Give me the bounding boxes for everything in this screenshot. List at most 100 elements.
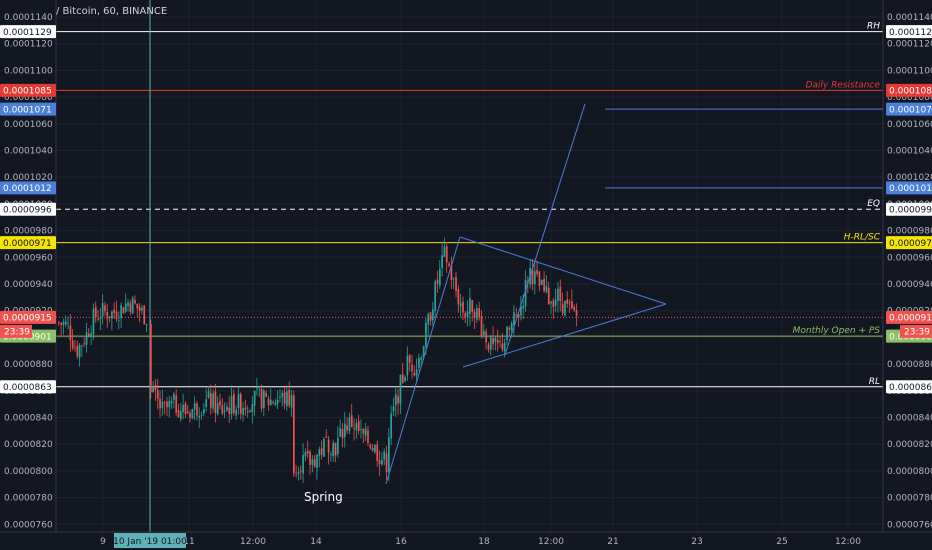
candle-body [131, 297, 134, 314]
level-price-text: 0.0000971 [889, 239, 932, 249]
candle-body [92, 308, 95, 335]
candle-body [115, 311, 118, 320]
candle-body [297, 472, 300, 474]
candle-body [83, 343, 86, 345]
candle-body [260, 388, 263, 409]
candle-body [138, 306, 141, 312]
level-name: EQ [867, 199, 880, 209]
candle-body [385, 453, 388, 473]
candle-body [434, 281, 437, 312]
candle-body [111, 311, 113, 319]
candle-body [228, 407, 231, 414]
candle-body [337, 437, 339, 455]
candle-body [313, 459, 316, 467]
candle-body [418, 357, 420, 368]
candle-body [480, 316, 483, 336]
candle-body [136, 303, 139, 309]
candle-body [163, 401, 166, 403]
candle-body [318, 449, 321, 456]
candle-body [309, 451, 311, 466]
y-tick-label: 0.0001140 [887, 13, 932, 23]
candles [58, 237, 578, 484]
level-price-tag [0, 202, 56, 216]
candle-body [74, 347, 76, 349]
candle-body [203, 409, 205, 414]
candle-body [343, 423, 346, 437]
y-tick-label: 0.0001040 [4, 147, 53, 157]
candle-body [353, 428, 355, 429]
level-name: Daily Resistance [805, 80, 880, 90]
y-tick-label: 0.0000840 [4, 414, 53, 424]
level-price-tag [0, 380, 56, 394]
candle-body [302, 454, 304, 474]
candle-body [399, 374, 402, 405]
candle-body [573, 307, 576, 311]
level-price-tag [886, 236, 932, 250]
right-price-axis[interactable]: 0.0000760 0.0000780 0.0000800 0.0000820 0.00… [882, 0, 932, 532]
candle-body [251, 403, 254, 413]
candle-body [205, 399, 208, 407]
candle-body [219, 400, 221, 406]
candle-body [299, 470, 302, 472]
candle-body [316, 454, 318, 468]
candle-body [339, 428, 342, 437]
candle-body [362, 428, 365, 434]
y-tick-label: 0.0001060 [887, 120, 932, 130]
candle-body [383, 451, 386, 460]
candle-body [323, 438, 325, 457]
candle-body [520, 306, 522, 316]
candle-body [244, 407, 247, 410]
level-price-text: 0.0000863 [889, 383, 932, 393]
candle-body [207, 391, 210, 398]
candle-body [269, 399, 272, 405]
candle-body [411, 364, 413, 372]
candle-body [476, 308, 478, 320]
x-tick-label: 25 [776, 537, 787, 547]
candle-body [182, 405, 184, 413]
candle-body [392, 406, 395, 412]
candle-body [186, 411, 189, 414]
countdown-labels: 23:39 23:39 [0, 324, 932, 338]
candle-body [276, 400, 279, 404]
level-price-text: 0.0001085 [3, 87, 52, 97]
candle-body [457, 289, 460, 305]
candle-body [425, 322, 427, 347]
candle-body [515, 314, 518, 316]
left-price-axis[interactable]: 0.0000760 0.0000780 0.0000800 0.0000820 0.00… [0, 0, 57, 532]
candle-body [216, 403, 219, 415]
candle-body [193, 403, 196, 410]
candle-body [166, 401, 168, 408]
candle-body [233, 393, 235, 413]
candle-body [265, 393, 268, 397]
candle-body [533, 271, 536, 285]
candle-body [348, 417, 351, 432]
candle-body [274, 402, 277, 405]
candle-body [330, 454, 332, 456]
candle-body [71, 340, 74, 349]
candle-body [288, 389, 291, 406]
candle-body [230, 395, 233, 415]
candle-body [438, 268, 441, 286]
y-tick-label: 0.0000940 [887, 280, 932, 290]
candle-body [513, 312, 515, 326]
candle-body [124, 303, 127, 312]
level-price-text: 0.0001071 [889, 105, 932, 115]
level-price-tag [0, 102, 56, 116]
candle-body [346, 425, 348, 431]
candle-body [249, 410, 251, 412]
level-price-text: 0.0001129 [889, 28, 932, 38]
time-axis[interactable]: 9 11 12:00 14 16 18 12:00 21 23 25 12:00 10 Jan '19… [0, 531, 932, 550]
candle-body [566, 299, 569, 304]
level-price-tag [886, 310, 932, 324]
candle-body [154, 385, 157, 391]
trendline [385, 236, 461, 485]
level-price-text: 0.0000996 [889, 205, 932, 215]
candle-body [404, 376, 406, 382]
y-tick-label: 0.0000800 [4, 467, 53, 477]
level-price-text: 0.0000971 [3, 239, 52, 249]
candle-body [161, 401, 164, 409]
candle-body [485, 331, 488, 343]
candle-body [106, 311, 109, 319]
candle-body [378, 460, 381, 465]
